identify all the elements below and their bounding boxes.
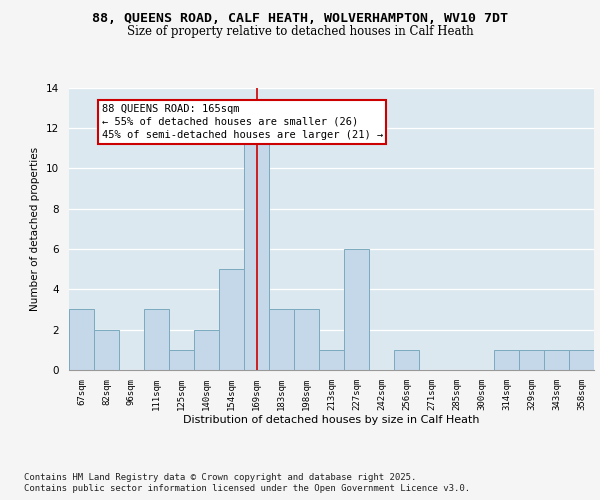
Bar bbox=[69, 310, 94, 370]
Text: 88, QUEENS ROAD, CALF HEATH, WOLVERHAMPTON, WV10 7DT: 88, QUEENS ROAD, CALF HEATH, WOLVERHAMPT… bbox=[92, 12, 508, 26]
X-axis label: Distribution of detached houses by size in Calf Heath: Distribution of detached houses by size … bbox=[183, 416, 480, 426]
Bar bbox=[269, 310, 294, 370]
Text: Contains public sector information licensed under the Open Government Licence v3: Contains public sector information licen… bbox=[24, 484, 470, 493]
Text: Size of property relative to detached houses in Calf Heath: Size of property relative to detached ho… bbox=[127, 25, 473, 38]
Bar bbox=[569, 350, 594, 370]
Bar bbox=[144, 310, 169, 370]
Bar bbox=[344, 249, 369, 370]
Y-axis label: Number of detached properties: Number of detached properties bbox=[31, 146, 40, 311]
Bar bbox=[519, 350, 544, 370]
Bar bbox=[294, 310, 319, 370]
Bar bbox=[394, 350, 419, 370]
Bar bbox=[169, 350, 194, 370]
Bar bbox=[494, 350, 519, 370]
Text: 88 QUEENS ROAD: 165sqm
← 55% of detached houses are smaller (26)
45% of semi-det: 88 QUEENS ROAD: 165sqm ← 55% of detached… bbox=[101, 104, 383, 140]
Bar bbox=[219, 269, 244, 370]
Bar bbox=[94, 330, 119, 370]
Bar bbox=[544, 350, 569, 370]
Bar bbox=[244, 108, 269, 370]
Text: Contains HM Land Registry data © Crown copyright and database right 2025.: Contains HM Land Registry data © Crown c… bbox=[24, 472, 416, 482]
Bar bbox=[194, 330, 219, 370]
Bar bbox=[319, 350, 344, 370]
